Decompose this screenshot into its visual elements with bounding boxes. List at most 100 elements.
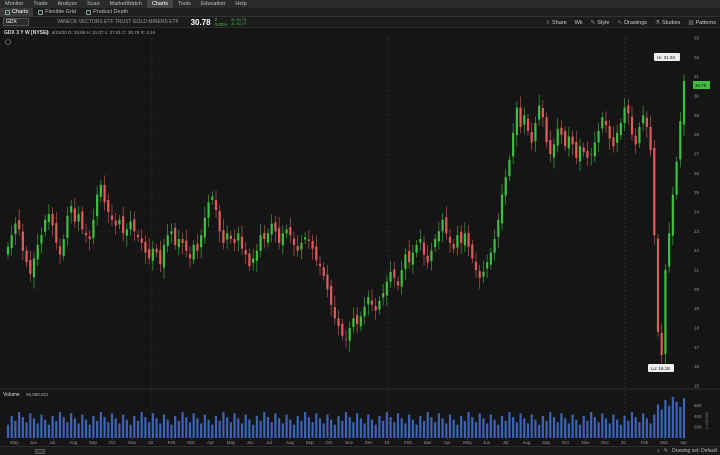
volume-bar [300,420,303,438]
volume-bar [593,417,596,438]
volume-bar [515,422,518,438]
volume-bar [81,414,84,438]
volume-bar [315,413,318,438]
patterns-button-label: Patterns [695,19,716,26]
candle-body [103,184,106,203]
candle-body [408,251,411,263]
x-tick-label: Oct [325,440,333,445]
x-tick-label: Feb [168,440,176,445]
volume-bar [103,417,106,438]
volume-bar [285,414,288,438]
candle-body [523,115,526,125]
menu-item-tools[interactable]: Tools [178,1,191,7]
menu-item-trade[interactable]: Trade [33,1,48,7]
menu-item-education[interactable]: Education [200,1,226,7]
volume-bar [634,417,637,438]
y-tick-label: 15 [694,384,700,389]
volume-bar [660,409,663,438]
x-tick-label: Apr [680,440,688,445]
patterns-button[interactable]: ▥ Patterns [684,20,720,26]
candle-body [166,235,169,247]
x-tick-label: Aug [522,440,531,445]
candle-body [612,137,615,147]
candle-body [601,117,604,129]
tab-icon [38,9,44,15]
tab-flexible-grid[interactable]: Flexible Grid [33,8,81,17]
volume-bar [174,415,177,438]
time-axis: May Jun Jul Aug Sep Oct Nov 18 Feb Mar Apr May Jun Ju… [10,438,688,445]
period-selector[interactable]: Wk [571,20,587,26]
current-price-marker: 30.78 [693,81,710,89]
drawing-set-label[interactable]: Drawing set: Default [671,448,717,454]
studies-button-label: Studies [661,19,681,26]
candle-body [44,219,47,232]
drawings-button[interactable]: ↖ Drawings [613,20,651,26]
volume-bar [393,422,396,438]
volume-bar [452,419,455,438]
candle-body [136,234,140,238]
candle-body [430,250,433,262]
share-icon: ⇪ [545,19,550,26]
zoom-icon[interactable]: ⌕ [656,448,660,454]
bars-icon: ▥ [688,19,694,26]
volume-bar [575,419,578,438]
x-tick-label: Mar [424,440,432,445]
x-tick-label: Mar [187,440,195,445]
volume-bar [523,418,526,438]
symbol-input[interactable] [3,18,29,26]
share-button[interactable]: ⇪ Share [541,20,570,26]
volume-bar [337,415,340,438]
candle-body [504,177,507,196]
candle-body [237,233,240,241]
menu-item-help[interactable]: Help [235,1,247,7]
style-button[interactable]: ✎ Style [587,20,614,26]
menu-item-monitor[interactable]: Monitor [5,1,24,7]
volume-bar [541,415,544,438]
y-tick-label: 33 [694,36,700,41]
candle-body [55,223,58,243]
price-chart-svg[interactable]: 15 16 17 18 19 20 21 22 23 24 25 26 27 28 29 30 31 32 33 20… [0,28,720,446]
volume-bar [292,424,296,438]
candle-body [337,318,340,327]
tab-product-depth[interactable]: Product Depth [81,8,133,17]
y-tick-label: 20 [694,287,700,292]
menu-item-marketwatch[interactable]: MarketWatch [109,1,142,7]
volume-bar [352,422,355,438]
volume-bar [604,418,608,438]
candle-body [270,223,273,235]
last-price: 30.78 [190,17,211,27]
volume-bar [29,413,32,438]
menu-item-scan[interactable]: Scan [87,1,100,7]
candle-body [434,239,437,248]
volume-bar [144,417,147,438]
volume-bar [40,414,43,438]
price-change: 0 0.00% [215,17,228,27]
volume-bar [664,400,667,438]
volume-bar [679,406,682,438]
candle-body [344,339,348,340]
volume-bar [382,420,385,438]
y-tick-label: 32 [694,55,700,60]
volume-bar [367,414,370,438]
candle-body [486,262,489,269]
tab-label: Product Depth [93,9,129,15]
menu-item-analyze[interactable]: Analyze [57,1,78,7]
volume-bar [211,424,214,438]
volume-bar [426,412,429,438]
y-tick-label: 28 [694,132,700,137]
candle-body [203,217,206,238]
studies-button[interactable]: ⚗ Studies [651,20,684,26]
volume-bar [612,414,615,438]
candle-body [226,233,229,240]
x-tick-label: Oct [109,440,117,445]
info-icon[interactable] [5,39,11,45]
tab-charts[interactable]: Charts [0,7,34,17]
menu-item-charts[interactable]: Charts [146,0,174,8]
scroll-handle[interactable] [35,448,45,454]
candle-body [47,213,50,223]
volume-bar [248,419,251,438]
candle-body [170,231,173,235]
volume-bar [500,415,504,438]
chart-area[interactable]: 15 16 17 18 19 20 21 22 23 24 25 26 27 28 29 30 31 32 33 20… [0,28,720,455]
drawing-icon[interactable]: ✎ [663,448,668,454]
